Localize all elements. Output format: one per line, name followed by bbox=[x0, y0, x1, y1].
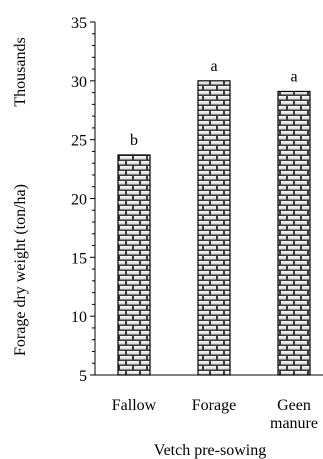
y-axis-title: Forage dry weight (ton/ha) bbox=[12, 184, 29, 356]
y-tick-label: 5 bbox=[79, 368, 87, 385]
x-tick-label: Fallow bbox=[112, 397, 157, 414]
x-tick-label: Geen manure bbox=[270, 397, 318, 432]
significance-letter: a bbox=[290, 68, 297, 85]
y-tick-label: 35 bbox=[71, 15, 87, 32]
bar-forage bbox=[197, 80, 231, 376]
y-tick-label: 15 bbox=[71, 250, 87, 267]
x-tick-labels: Fallow Forage Geen manure bbox=[112, 397, 318, 432]
significance-letter: b bbox=[130, 132, 138, 149]
y-tick-label: 30 bbox=[71, 74, 87, 91]
y-tick-label: 10 bbox=[71, 309, 87, 326]
y-unit-label: Thousands bbox=[12, 37, 29, 106]
bars: b a a bbox=[117, 58, 311, 376]
significance-letter: a bbox=[210, 58, 217, 75]
bar-fallow bbox=[117, 154, 151, 376]
y-tick-label: 25 bbox=[71, 133, 87, 150]
bar-geen-manure bbox=[277, 90, 311, 376]
x-axis-title: Vetch pre-sowing bbox=[154, 442, 266, 459]
y-tick-label: 20 bbox=[71, 192, 87, 209]
x-tick-label: Forage bbox=[192, 397, 236, 414]
y-ticks: 5 10 15 20 25 30 35 bbox=[71, 15, 95, 385]
